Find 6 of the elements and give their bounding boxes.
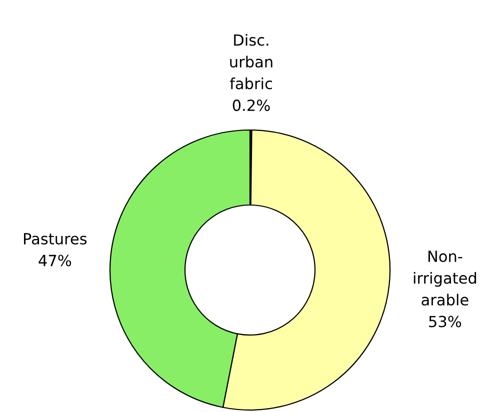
data-label: 47% (38, 254, 72, 266)
slice-label: Disc. urban fabric (230, 34, 272, 90)
slice-label: Non- irrigated arable (414, 250, 476, 306)
data-label: 53% (429, 316, 462, 328)
data-label: 0.2% (232, 100, 270, 112)
slice-label: Pastures (24, 233, 87, 245)
